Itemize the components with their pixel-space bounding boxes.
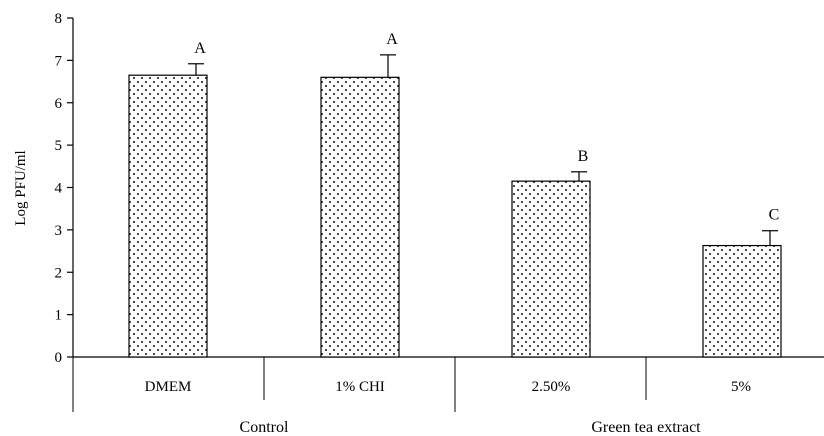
y-tick-label: 8	[55, 11, 63, 27]
group-label-control: Control	[240, 419, 289, 436]
y-ticks: 0 1 2 3 4 5 6 7 8	[55, 11, 73, 366]
y-tick-label: 1	[55, 308, 63, 324]
category-label-2-50: 2.50%	[532, 379, 571, 395]
y-axis-label: Log PFU/ml	[13, 150, 29, 225]
significance-letter: B	[578, 148, 589, 165]
y-tick-label: 3	[55, 223, 63, 239]
bar-1-chi	[320, 76, 400, 358]
y-tick-label: 2	[55, 265, 63, 281]
bar-5-	[702, 244, 782, 358]
significance-letter: A	[386, 31, 398, 48]
category-label-5: 5%	[731, 379, 751, 395]
bar-2-50-	[511, 180, 591, 358]
category-label-1-chi: 1% CHI	[335, 379, 385, 395]
bar-dmem	[128, 74, 208, 358]
bars: A A B C	[128, 31, 782, 358]
y-tick-label: 4	[55, 181, 63, 197]
group-label-green-tea: Green tea extract	[591, 419, 701, 436]
y-tick-label: 0	[55, 350, 63, 366]
significance-letter: C	[769, 207, 780, 224]
y-tick-label: 5	[55, 138, 63, 154]
significance-letter: A	[194, 40, 206, 57]
x-axis: DMEM 1% CHI 2.50% 5% Control Green tea e…	[72, 356, 824, 436]
y-tick-label: 7	[55, 53, 63, 69]
category-label-dmem: DMEM	[145, 379, 192, 395]
y-axis: 0 1 2 3 4 5 6 7 8 Log PFU/ml	[13, 11, 74, 366]
y-tick-label: 6	[55, 96, 63, 112]
